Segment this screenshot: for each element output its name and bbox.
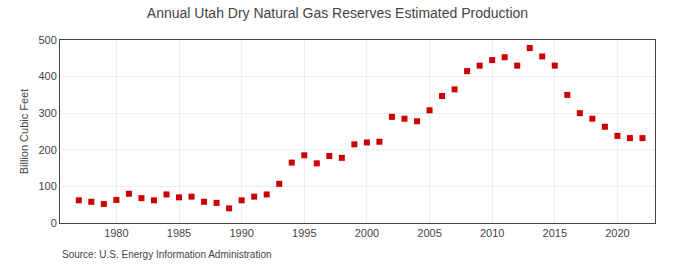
svg-text:0: 0	[51, 217, 57, 229]
svg-text:1990: 1990	[229, 227, 253, 239]
svg-text:Annual Utah Dry Natural Gas Re: Annual Utah Dry Natural Gas Reserves Est…	[147, 5, 528, 21]
svg-text:300: 300	[38, 107, 56, 119]
svg-text:2020: 2020	[605, 227, 629, 239]
svg-text:2005: 2005	[417, 227, 441, 239]
svg-text:Billion Cubic Feet: Billion Cubic Feet	[18, 89, 30, 175]
svg-text:500: 500	[38, 34, 56, 46]
svg-text:1985: 1985	[167, 227, 191, 239]
svg-text:100: 100	[38, 180, 56, 192]
svg-text:2000: 2000	[355, 227, 379, 239]
svg-text:1980: 1980	[104, 227, 128, 239]
svg-text:1995: 1995	[292, 227, 316, 239]
svg-text:Source: U.S. Energy Informatio: Source: U.S. Energy Information Administ…	[62, 249, 272, 260]
svg-text:200: 200	[38, 144, 56, 156]
svg-text:2015: 2015	[543, 227, 567, 239]
svg-text:2010: 2010	[480, 227, 504, 239]
svg-text:400: 400	[38, 70, 56, 82]
